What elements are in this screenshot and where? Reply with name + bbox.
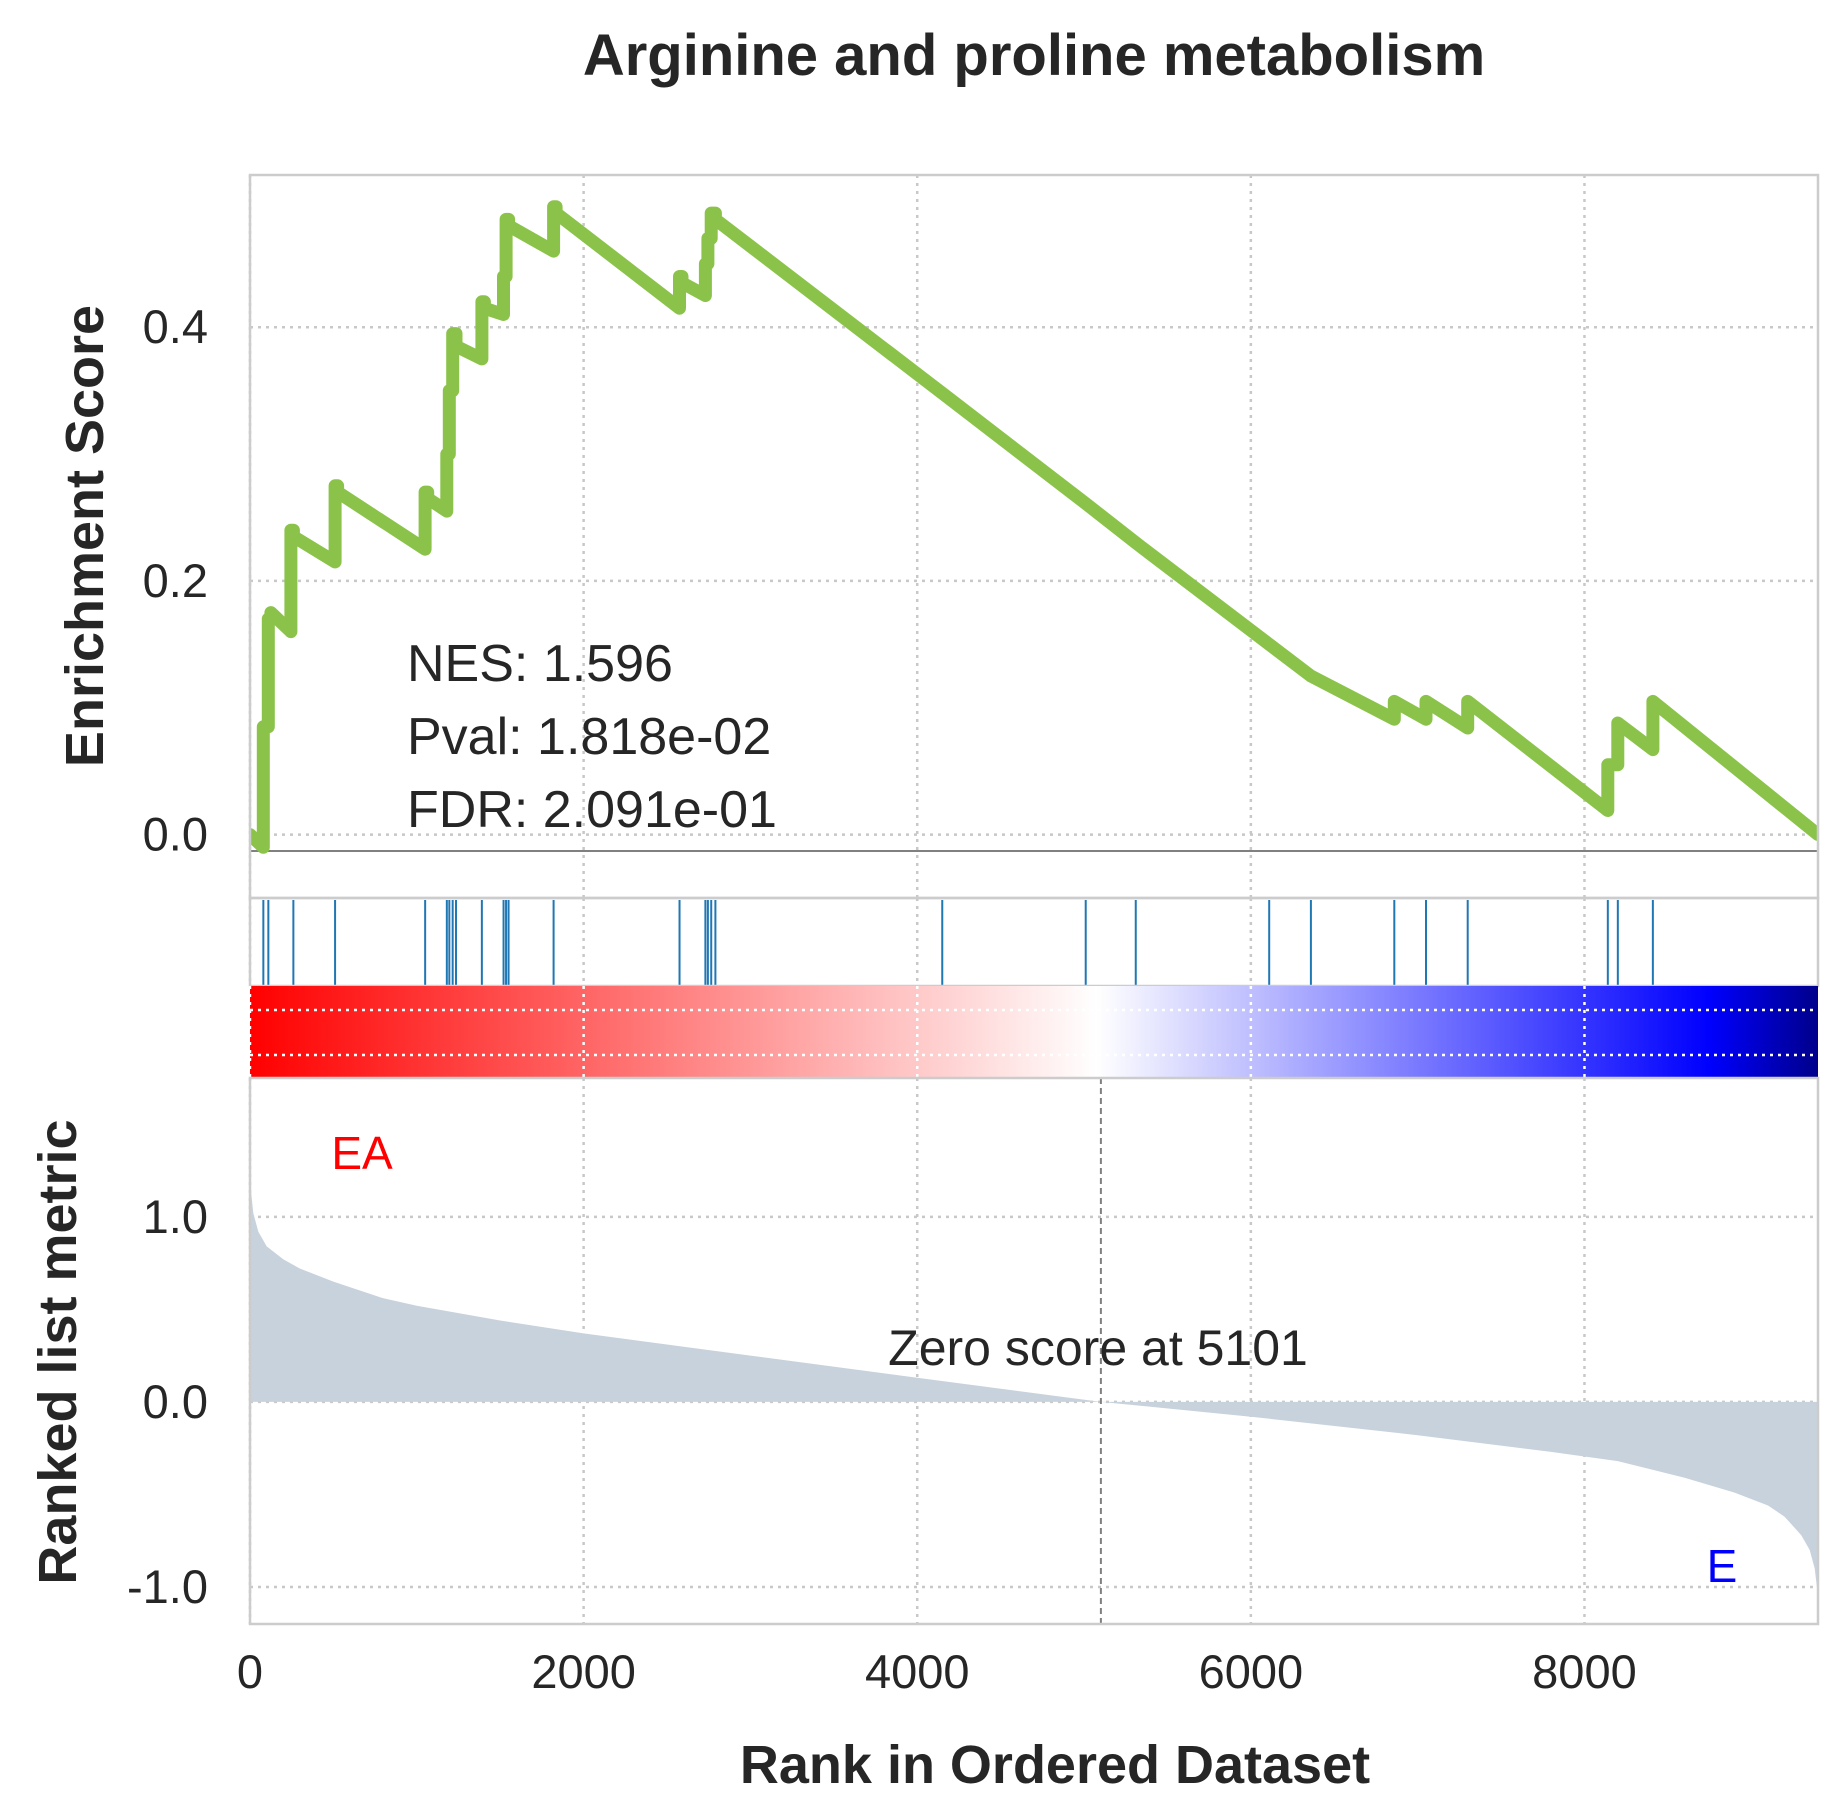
enrichment-score-line <box>250 200 1818 854</box>
chart-title: Arginine and proline metabolism <box>583 23 1485 88</box>
x-axis-label: Rank in Ordered Dataset <box>740 1735 1370 1795</box>
positive-phenotype-label: EA <box>331 1127 393 1179</box>
enrichment-gridlines <box>248 175 1818 898</box>
nes-annotation: NES: 1.596 <box>407 635 673 693</box>
x-tick-label: 6000 <box>1199 1645 1304 1698</box>
zero-score-label: Zero score at 5101 <box>888 1320 1308 1376</box>
hits-panel-frame <box>248 896 1820 988</box>
x-axis-ticks: 0 2000 4000 6000 8000 <box>237 1645 1637 1698</box>
x-tick-label: 8000 <box>1532 1645 1637 1698</box>
colorbar-gridlines <box>248 986 1818 1078</box>
ranked-metric-y-ticks: 1.0 0.0 -1.0 <box>127 1190 208 1613</box>
x-tick-label: 0 <box>237 1645 263 1698</box>
ranked-metric-panel: 1.0 0.0 -1.0 Zero score at 5101 EA E Ranke… <box>28 1076 1820 1626</box>
enrichment-y-axis-label: Enrichment Score <box>55 305 115 767</box>
fdr-annotation: FDR: 2.091e-01 <box>407 781 777 839</box>
hits-panel <box>248 896 1820 988</box>
ranked-metric-y-tick-label: -1.0 <box>127 1560 208 1613</box>
pval-annotation: Pval: 1.818e-02 <box>407 708 771 766</box>
enrichment-panel: 0.0 0.2 0.4 NES: 1.596 Pval: 1.818e-02 FDR… <box>55 173 1820 900</box>
enrichment-y-ticks: 0.0 0.2 0.4 <box>143 300 208 860</box>
colorbar-panel <box>248 986 1818 1078</box>
ranked-metric-y-tick-label: 1.0 <box>143 1190 208 1243</box>
rank-colorbar <box>250 986 1818 1078</box>
enrichment-y-tick-label: 0.4 <box>143 300 208 353</box>
ranked-metric-y-axis-label: Ranked list metric <box>28 1119 88 1584</box>
ranked-metric-area <box>250 1105 1818 1597</box>
x-tick-label: 2000 <box>531 1645 636 1698</box>
hit-markers <box>262 900 1654 986</box>
negative-phenotype-label: E <box>1707 1540 1738 1592</box>
ranked-metric-y-tick-label: 0.0 <box>143 1375 208 1428</box>
x-tick-label: 4000 <box>865 1645 970 1698</box>
ranked-metric-panel-frame <box>248 1076 1820 1626</box>
enrichment-y-tick-label: 0.2 <box>143 554 208 607</box>
enrichment-y-tick-label: 0.0 <box>143 808 208 861</box>
